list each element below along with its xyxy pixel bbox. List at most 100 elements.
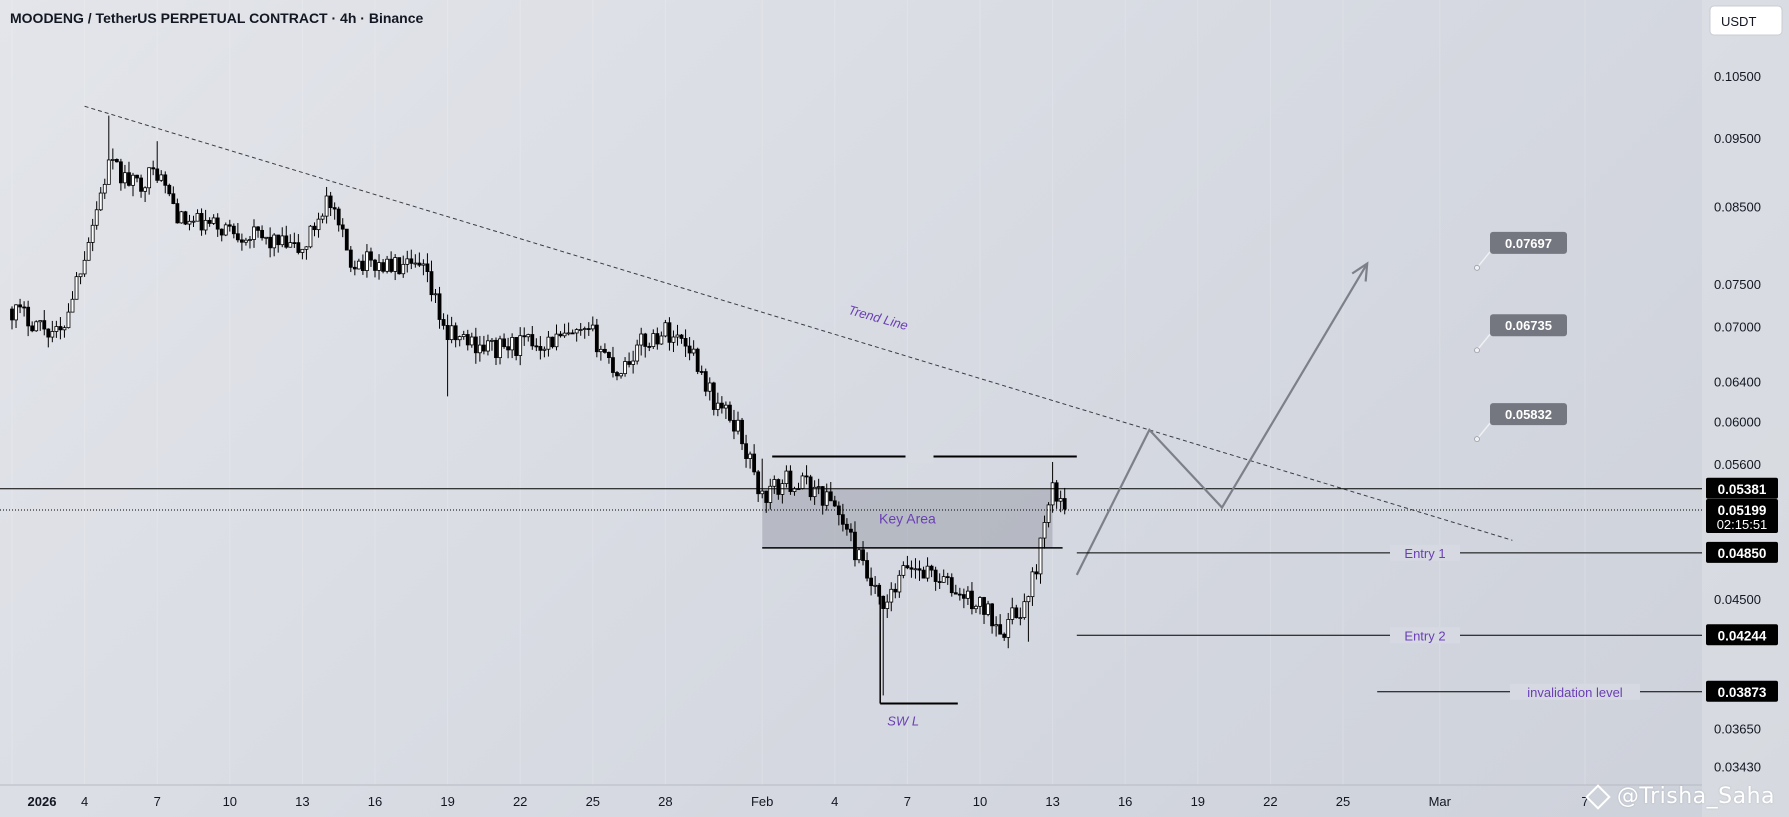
candle-body — [627, 361, 631, 365]
candle-body — [623, 361, 627, 375]
candle-body — [651, 333, 656, 347]
x-tick-label: 22 — [1263, 794, 1277, 809]
candle-body — [800, 475, 805, 489]
candle-body — [607, 351, 611, 359]
candle-body — [211, 217, 216, 224]
candle-body — [473, 336, 478, 354]
candle-body — [123, 172, 127, 184]
candle-body — [530, 334, 535, 347]
candle-body — [917, 568, 922, 571]
candle-body — [804, 475, 809, 478]
candle-body — [671, 336, 676, 343]
candle-body — [429, 271, 434, 296]
candle-body — [14, 304, 18, 321]
candle-body — [925, 565, 930, 579]
x-tick-label: 2026 — [28, 794, 57, 809]
candle-body — [885, 601, 890, 609]
candle-body — [324, 195, 329, 217]
candle-body — [498, 338, 502, 359]
candle-body — [445, 325, 450, 341]
candle-body — [340, 224, 345, 230]
y-tick-label: 0.06400 — [1714, 375, 1761, 390]
candle-body — [34, 321, 39, 332]
candle-body — [308, 225, 313, 248]
candle-body — [46, 328, 51, 338]
candle-body — [522, 335, 527, 338]
candle-body — [469, 336, 474, 346]
candle-body — [707, 382, 712, 392]
candle-body — [611, 357, 615, 373]
key-area-label: Key Area — [879, 510, 936, 526]
candle-body — [272, 234, 277, 249]
x-tick-label: 7 — [904, 794, 911, 809]
y-tick-label: 0.08500 — [1714, 200, 1761, 215]
x-tick-label: 7 — [1581, 794, 1588, 809]
candle-body — [1002, 633, 1007, 638]
candle-body — [776, 479, 781, 495]
candle-body — [832, 500, 837, 507]
target-dot — [1474, 436, 1480, 442]
candle-body — [82, 259, 87, 275]
candle-body — [990, 603, 994, 627]
y-tick-label: 0.07000 — [1714, 319, 1761, 334]
candle-body — [1042, 522, 1047, 539]
candle-body — [1010, 607, 1015, 620]
candle-body — [1022, 601, 1027, 618]
candle-body — [441, 319, 446, 326]
candle-body — [139, 177, 143, 192]
candle-body — [845, 523, 849, 530]
candle-body — [518, 335, 523, 356]
price-label-box — [1706, 499, 1778, 534]
candle-body — [1050, 482, 1055, 506]
candle-body — [78, 273, 83, 278]
price-label-box — [1706, 477, 1778, 499]
price-label: 0.05199 — [1718, 503, 1767, 518]
candle-body — [982, 597, 986, 615]
candle-body — [114, 159, 119, 163]
candle-body — [590, 324, 595, 330]
candle-body — [22, 306, 27, 309]
candle-body — [1018, 617, 1023, 619]
candle-body — [897, 574, 902, 593]
target-label: 0.06735 — [1505, 318, 1552, 333]
candle-body — [994, 624, 999, 627]
candle-body — [526, 334, 531, 338]
target-label-box — [1490, 403, 1567, 426]
candle-body — [534, 345, 539, 348]
level-label: Entry 2 — [1404, 628, 1445, 643]
candle-body — [227, 224, 232, 227]
candle-body — [143, 187, 148, 192]
candle-body — [30, 325, 35, 332]
candle-body — [365, 251, 369, 271]
currency-button-label[interactable]: USDT — [1721, 14, 1756, 29]
candle-body — [784, 470, 789, 485]
price-label: 0.04244 — [1718, 628, 1767, 643]
candle-body — [409, 258, 414, 264]
candle-body — [296, 242, 301, 253]
candle-body — [90, 224, 95, 243]
candle-body — [465, 334, 470, 346]
candle-body — [151, 167, 156, 170]
candle-body — [381, 262, 385, 272]
candle-body — [929, 565, 934, 571]
y-tick-label: 0.03650 — [1714, 721, 1761, 736]
level-label: Entry 1 — [1404, 546, 1445, 561]
candle-body — [820, 486, 825, 506]
level-label: invalidation level — [1527, 685, 1623, 700]
candle-body — [881, 595, 886, 609]
y-tick-label: 0.05600 — [1714, 457, 1761, 472]
candle-body — [679, 334, 684, 339]
candle-body — [38, 320, 43, 323]
candle-body — [98, 192, 103, 211]
candle-body — [921, 569, 926, 579]
candle-body — [256, 226, 260, 231]
candle-body — [203, 219, 208, 231]
candle-body — [159, 174, 164, 181]
candle-body — [877, 584, 882, 597]
candle-body — [615, 372, 619, 377]
candle-body — [1034, 571, 1039, 575]
candle-body — [788, 470, 793, 492]
candle-body — [639, 333, 644, 346]
candle-body — [393, 257, 398, 272]
